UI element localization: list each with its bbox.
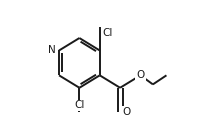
Text: O: O: [122, 107, 131, 116]
Text: Cl: Cl: [74, 100, 84, 110]
Text: Cl: Cl: [102, 28, 112, 38]
Text: N: N: [48, 46, 56, 55]
Text: O: O: [136, 70, 145, 80]
